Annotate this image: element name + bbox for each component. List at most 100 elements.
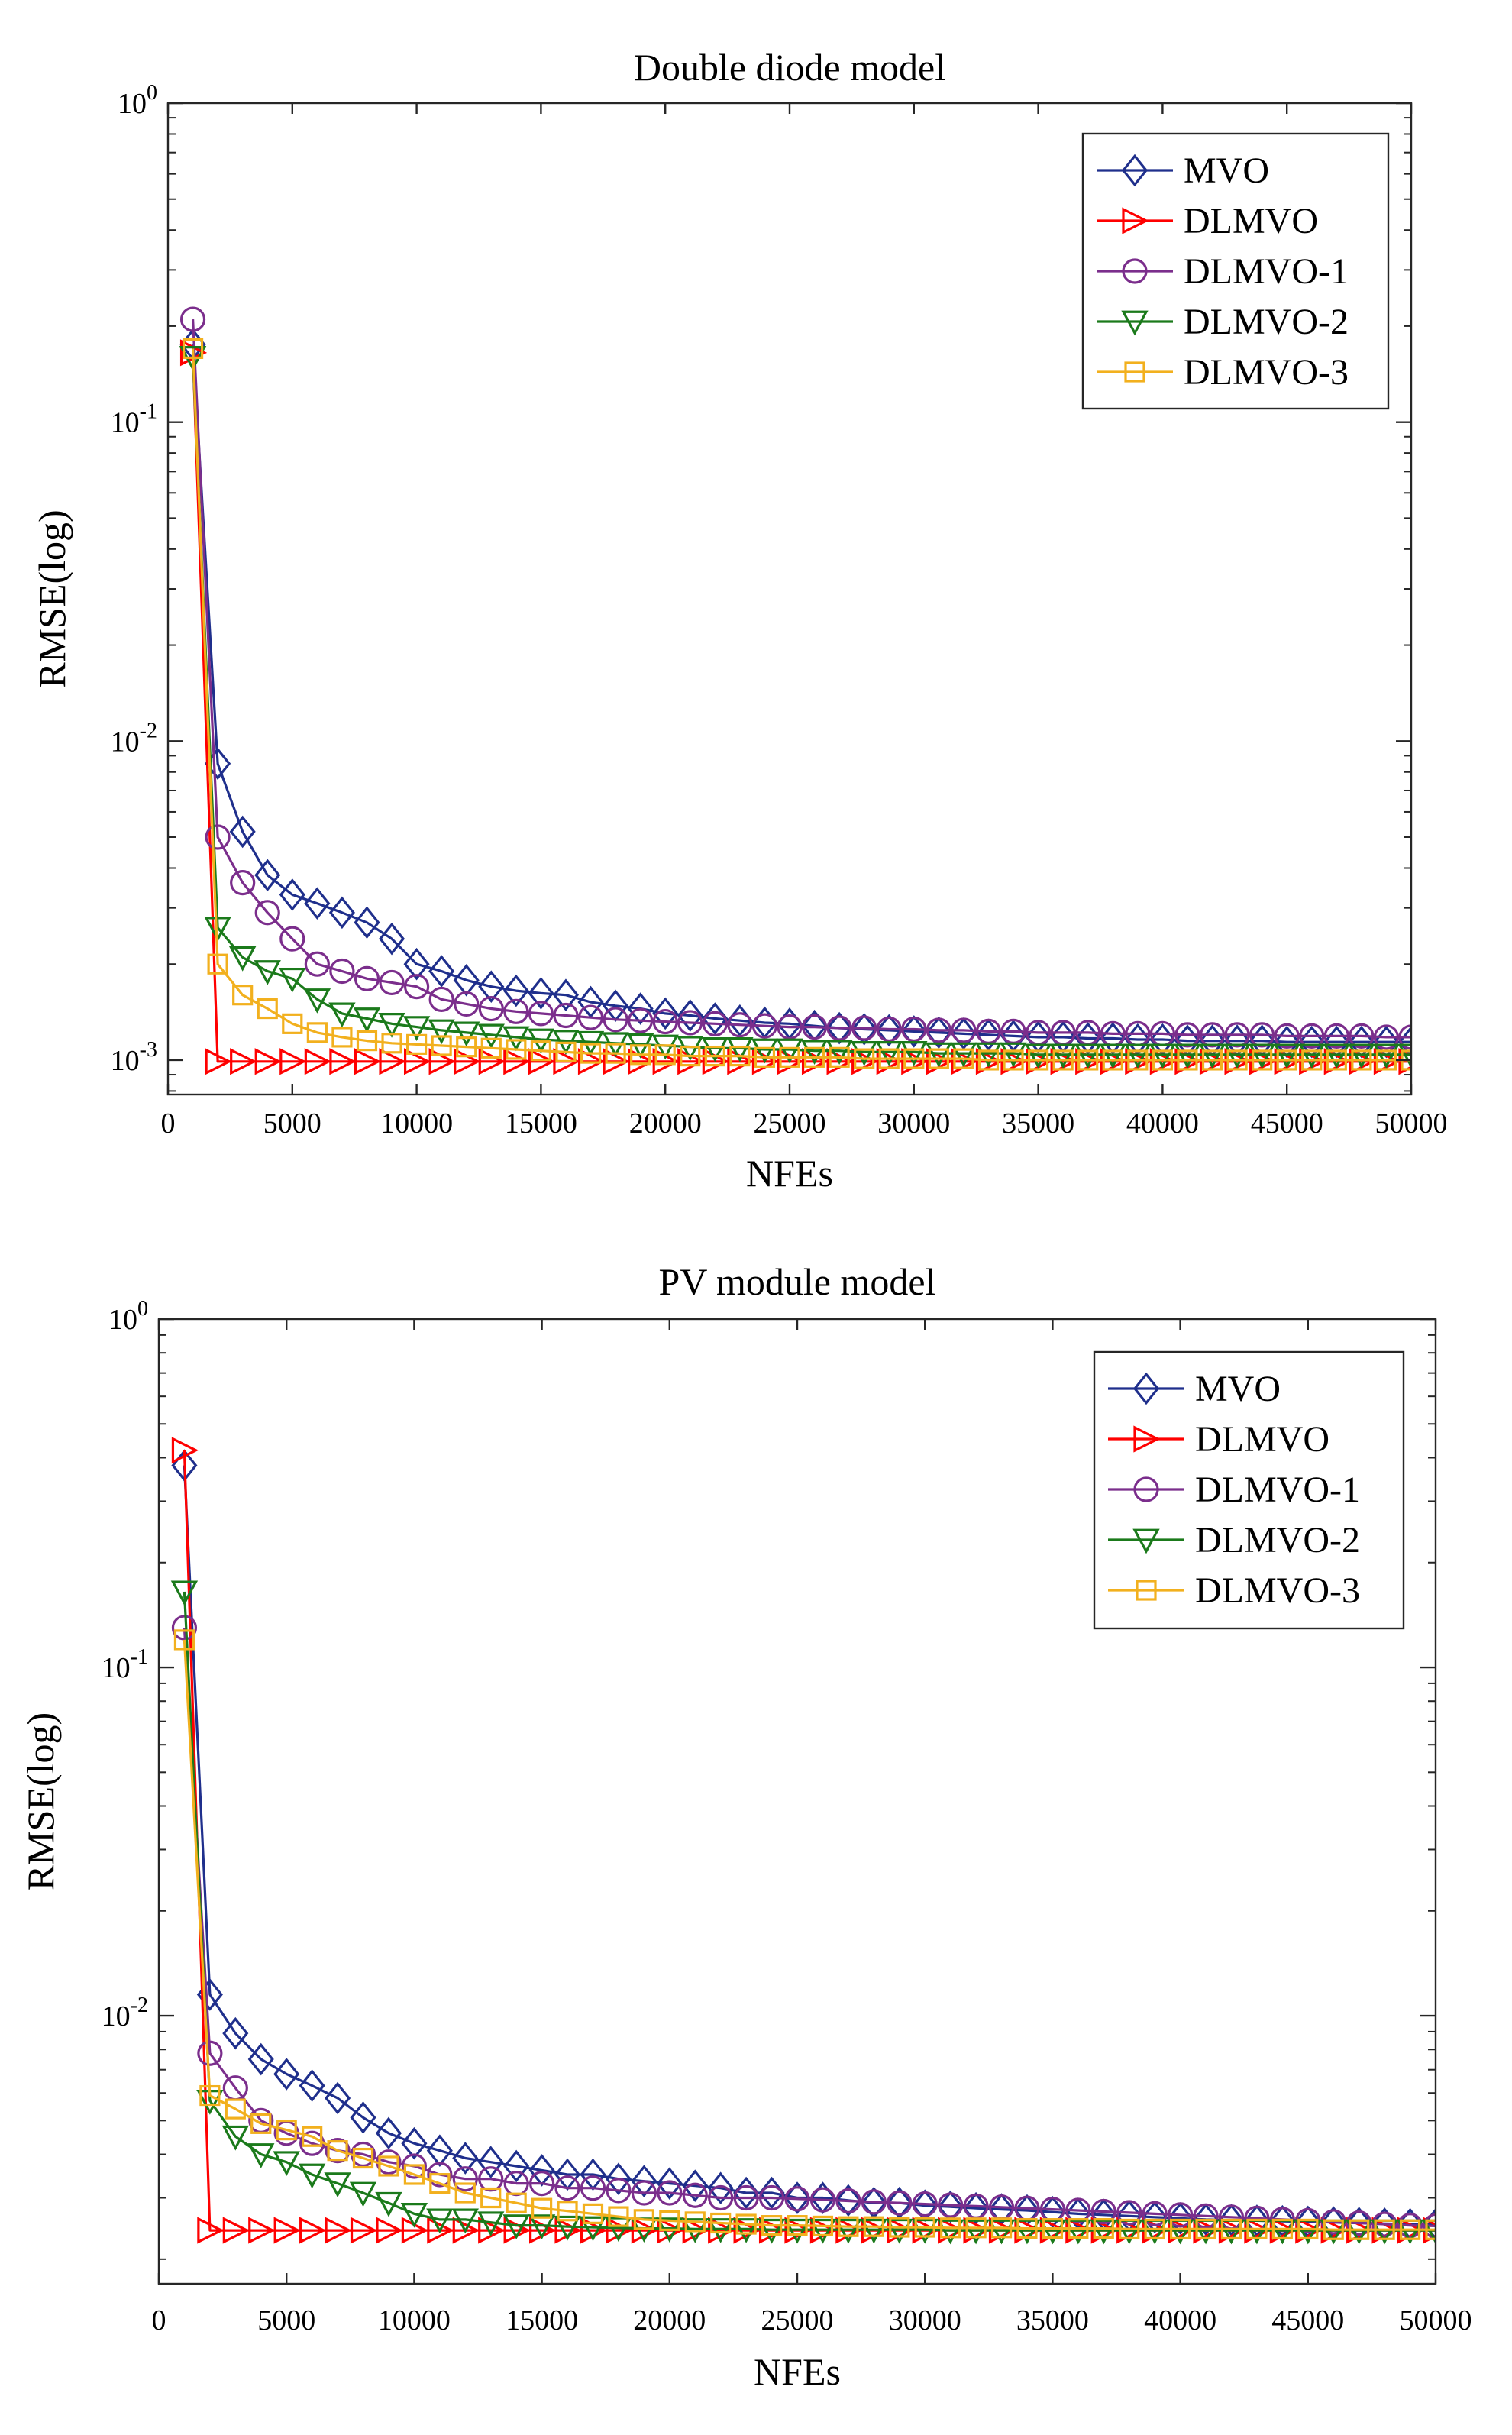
data-point-dlmvo-2 — [298, 2163, 326, 2189]
data-point-dlmvo-2 — [273, 2151, 300, 2177]
y-tick-label: 100 — [108, 1297, 148, 1336]
data-point-mvo — [552, 978, 580, 1011]
x-tick-label: 35000 — [1016, 2304, 1089, 2336]
data-point-dlmvo-3 — [659, 2210, 680, 2231]
data-point-dlmvo-1 — [628, 1007, 654, 1033]
data-point-dlmvo-3 — [1177, 1049, 1198, 1071]
data-point-dlmvo-2 — [400, 2203, 428, 2228]
data-point-dlmvo — [376, 2217, 403, 2244]
data-point-dlmvo — [273, 2217, 301, 2244]
data-point-dlmvo-3 — [1152, 1049, 1174, 1071]
data-point-dlmvo-3 — [1271, 2218, 1293, 2240]
data-point-dlmvo-2 — [378, 1012, 405, 1038]
data-point-dlmvo-2 — [962, 2219, 990, 2245]
data-point-dlmvo-1 — [1116, 2200, 1142, 2226]
data-point-mvo — [304, 887, 331, 920]
data-point-dlmvo-1 — [1174, 1022, 1200, 1048]
data-point-dlmvo-1 — [403, 974, 430, 1000]
data-point-dlmvo — [657, 2217, 684, 2244]
data-point-dlmvo-2 — [850, 1041, 878, 1066]
data-point-dlmvo-3 — [1144, 2218, 1165, 2240]
legend-marker — [1133, 1476, 1159, 1502]
data-point-dlmvo-1 — [528, 2171, 555, 2197]
data-point-dlmvo-3 — [356, 1030, 378, 1052]
data-point-dlmvo-1 — [876, 1016, 902, 1043]
data-point-dlmvo-1 — [503, 998, 529, 1024]
data-point-dlmvo-1 — [1142, 2201, 1168, 2226]
data-point-dlmvo-1 — [851, 1015, 877, 1041]
data-point-dlmvo-2 — [502, 1026, 530, 1052]
data-point-dlmvo — [553, 1048, 580, 1075]
data-point-dlmvo-2 — [1273, 1043, 1300, 1069]
data-point-dlmvo-3 — [754, 1046, 776, 1068]
data-point-dlmvo-2 — [554, 2215, 581, 2241]
data-point-dlmvo-3 — [680, 1045, 701, 1067]
data-point-dlmvo-1 — [205, 824, 231, 850]
data-point-mvo — [1039, 2195, 1066, 2229]
data-point-mvo — [652, 997, 679, 1030]
data-point-mvo — [401, 2126, 428, 2160]
data-point-dlmvo-2 — [1298, 1043, 1326, 1069]
x-tick-label: 15000 — [505, 1108, 577, 1140]
data-point-dlmvo-2 — [451, 2208, 479, 2234]
legend-item-dlmvo-1: DLMVO-1 — [1108, 1470, 1360, 1510]
data-point-mvo — [477, 2146, 504, 2179]
data-point-dlmvo-1 — [652, 1008, 678, 1035]
x-tick-label: 50000 — [1375, 1108, 1448, 1140]
data-point-dlmvo-1 — [657, 2180, 683, 2206]
data-point-dlmvo — [427, 2217, 454, 2244]
data-point-dlmvo-3 — [378, 2155, 399, 2177]
data-point-dlmvo-3 — [704, 1045, 725, 1067]
legend-marker — [1136, 1580, 1157, 1601]
data-point-dlmvo-3 — [232, 985, 254, 1006]
data-point-dlmvo-1 — [1299, 1023, 1325, 1049]
data-point-dlmvo-1 — [279, 926, 305, 952]
data-point-dlmvo — [254, 1048, 282, 1075]
data-point-dlmvo-1 — [577, 1004, 604, 1030]
data-point-dlmvo-3 — [1425, 2219, 1436, 2240]
data-point-dlmvo-1 — [1398, 1024, 1411, 1050]
data-point-dlmvo-1 — [1371, 2211, 1397, 2237]
data-point-dlmvo-2 — [1397, 1043, 1411, 1069]
x-tick-label: 5000 — [257, 2304, 315, 2336]
chart-pv-module: PV module model 0 5000 10000 15000 20000 25000… — [19, 1260, 1472, 2393]
y-axis-label: RMSE(log) — [19, 1712, 62, 1890]
data-point-dlmvo-2 — [303, 988, 331, 1014]
data-point-dlmvo-3 — [1246, 2218, 1268, 2240]
data-point-dlmvo-2 — [528, 2214, 556, 2239]
data-point-dlmvo-1 — [478, 2166, 504, 2192]
data-point-mvo — [428, 955, 455, 988]
data-point-mvo — [279, 878, 305, 911]
legend: MVO DLMVO DLMVO-1 DLMVO-2 DLMVO-3 — [1081, 132, 1390, 410]
data-point-mvo — [826, 1011, 853, 1045]
legend-marker — [1121, 154, 1149, 187]
data-point-dlmvo-3 — [302, 2126, 323, 2147]
data-point-dlmvo-1 — [329, 958, 355, 985]
data-point-dlmvo-1 — [553, 1002, 579, 1029]
data-point-mvo — [426, 2134, 453, 2167]
data-point-dlmvo-2 — [886, 2218, 913, 2244]
data-point-dlmvo-3 — [182, 338, 204, 359]
data-point-dlmvo — [631, 2217, 658, 2244]
data-point-dlmvo-3 — [1127, 1049, 1149, 1071]
data-point-dlmvo-1 — [401, 2153, 428, 2179]
data-point-dlmvo-3 — [207, 953, 228, 975]
data-point-dlmvo-2 — [579, 2216, 607, 2242]
data-point-dlmvo-1 — [354, 965, 380, 991]
data-point-dlmvo — [528, 1048, 555, 1075]
data-point-dlmvo — [222, 2217, 250, 2244]
y-tick-label: 10-2 — [102, 1994, 148, 2032]
data-point-dlmvo-2 — [353, 1007, 381, 1033]
data-point-dlmvo-2 — [1024, 1043, 1052, 1069]
data-point-dlmvo-3 — [1252, 1049, 1273, 1071]
x-tick-label: 10000 — [378, 2304, 451, 2336]
data-point-dlmvo-3 — [530, 1040, 552, 1062]
data-point-mvo — [452, 2142, 479, 2175]
data-point-dlmvo-1 — [784, 2186, 810, 2212]
legend-marker — [1133, 1425, 1161, 1453]
data-point-dlmvo-1 — [733, 2184, 759, 2211]
data-point-dlmvo-3 — [352, 2147, 374, 2169]
data-point-mvo — [247, 2042, 274, 2076]
data-point-dlmvo-3 — [1276, 1049, 1297, 1071]
series-dlmvo-3 — [182, 338, 1411, 1071]
